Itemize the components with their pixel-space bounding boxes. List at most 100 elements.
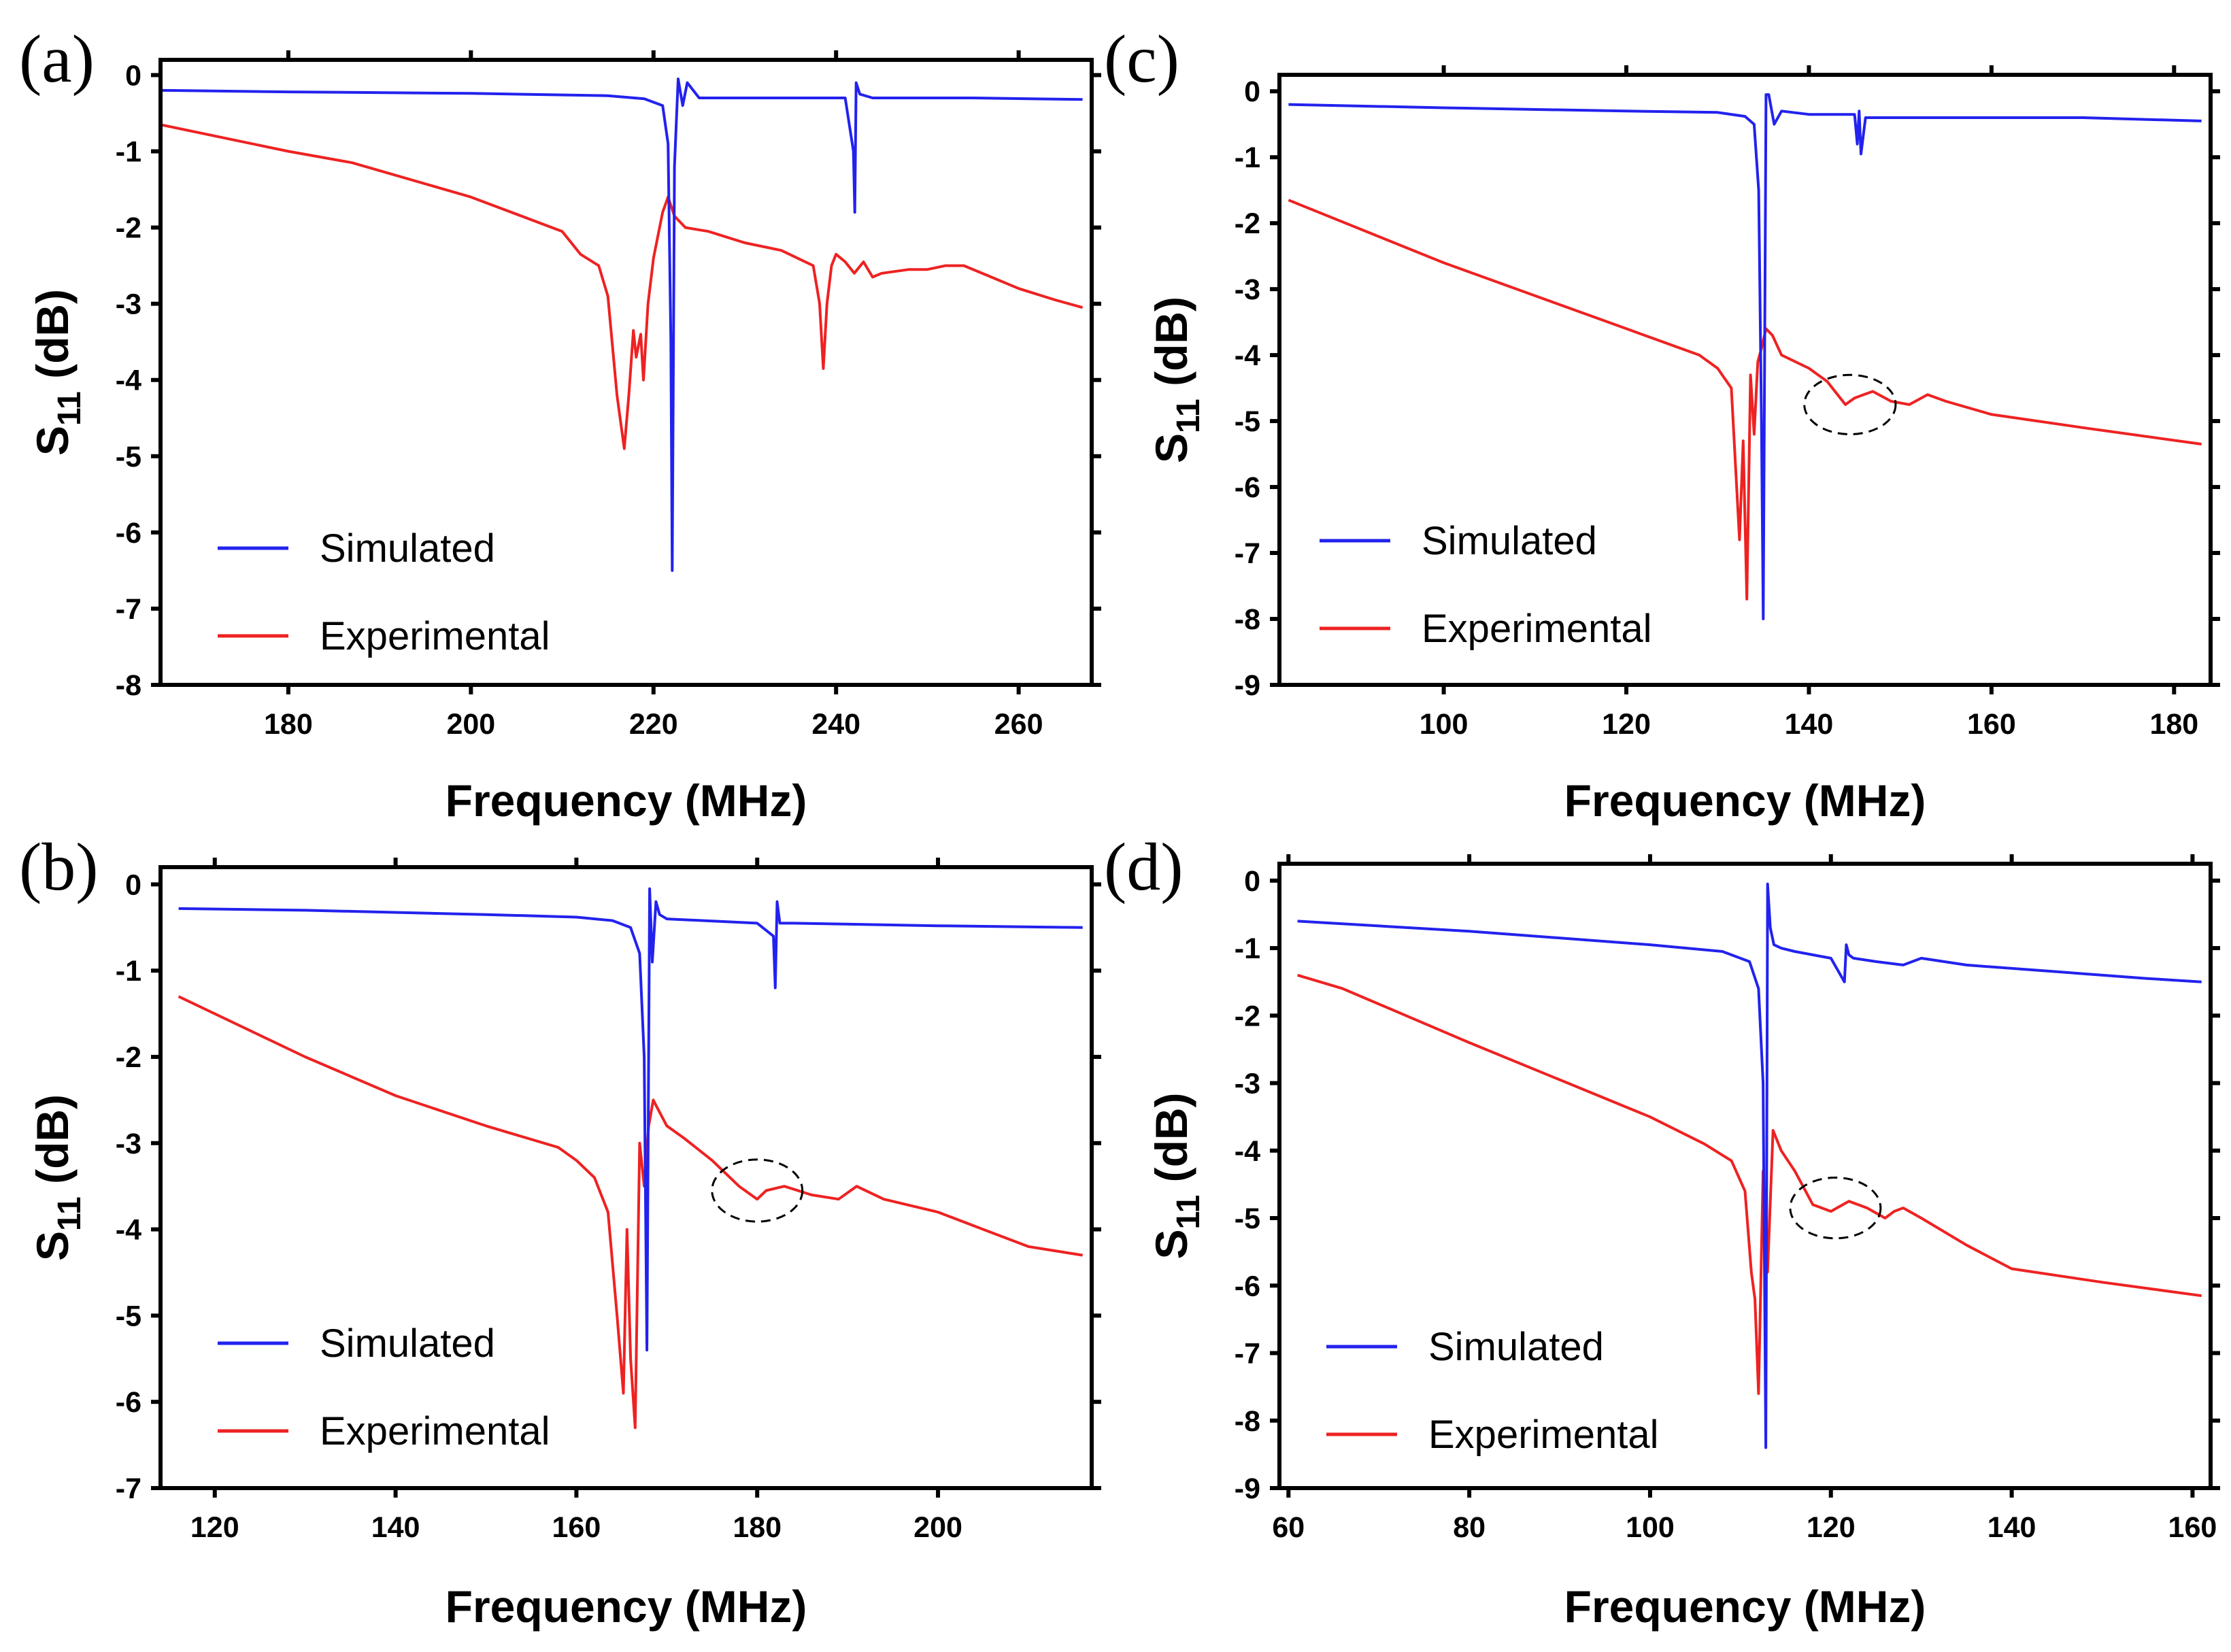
y-tick-label: -1 — [1235, 932, 1260, 965]
series-line-simulated — [1297, 882, 2202, 1449]
y-tick-label: -6 — [116, 1386, 141, 1419]
y-tick-label: -6 — [1235, 471, 1260, 504]
legend-label-experimental: Experimental — [320, 1409, 550, 1453]
x-tick-label: 180 — [733, 1511, 782, 1544]
legend-label-simulated: Simulated — [1422, 519, 1597, 563]
panel-label: (b) — [19, 829, 99, 905]
y-tick-label: -5 — [1235, 1202, 1260, 1235]
x-axis-title: Frequency (MHz) — [1564, 775, 1926, 826]
x-tick-label: 60 — [1272, 1511, 1305, 1544]
y-tick-label: 0 — [125, 869, 141, 901]
x-tick-label: 100 — [1626, 1511, 1675, 1544]
y-tick-label: -3 — [1235, 1068, 1260, 1100]
chart-panel: (c) 0 -1 -2 -3 -4 -5 -6 -7 -8 -9 100 120 140 160 180 Fre… — [1104, 21, 2220, 826]
series-line-experimental — [178, 995, 1084, 1430]
y-tick-label: -5 — [116, 1300, 141, 1332]
panel-label: (d) — [1104, 829, 1184, 905]
plot-frame — [1277, 862, 2213, 1490]
y-axis-title-subscript: 11 — [52, 391, 88, 426]
x-tick-label: 200 — [913, 1511, 962, 1544]
legend-label-simulated: Simulated — [320, 526, 495, 571]
series-line-experimental — [1288, 199, 2202, 601]
x-tick-label: 80 — [1453, 1511, 1486, 1544]
y-tick-label: -6 — [1235, 1270, 1260, 1302]
y-axis-title-unit: (dB) — [27, 1094, 78, 1196]
y-tick-label: -1 — [116, 135, 141, 168]
x-tick-label: 140 — [1785, 708, 1834, 741]
x-axis-title: Frequency (MHz) — [446, 1581, 807, 1632]
y-tick-label: -2 — [1235, 1000, 1260, 1032]
plot-frame — [158, 865, 1094, 1490]
legend-label-experimental: Experimental — [320, 614, 550, 658]
series-line-simulated — [1288, 93, 2202, 620]
plot-frame — [158, 58, 1094, 687]
legend-label-experimental: Experimental — [1428, 1413, 1658, 1457]
y-tick-label: -7 — [116, 1472, 141, 1505]
y-tick-label: 0 — [125, 59, 141, 92]
panel-label: (a) — [19, 21, 95, 97]
y-tick-label: -4 — [1235, 1135, 1260, 1168]
y-axis-title: S11 (dB) — [1146, 297, 1207, 463]
x-tick-label: 220 — [629, 708, 678, 741]
x-tick-label: 140 — [1987, 1511, 2036, 1544]
x-axis-title: Frequency (MHz) — [1564, 1581, 1926, 1632]
panel-label: (c) — [1104, 21, 1179, 97]
y-tick-label: -1 — [116, 955, 141, 988]
y-axis-title-unit: (dB) — [1146, 1092, 1196, 1194]
y-tick-label: -4 — [116, 365, 141, 397]
y-tick-label: -2 — [116, 1041, 141, 1074]
y-tick-label: -7 — [1235, 537, 1260, 570]
series-line-experimental — [1297, 973, 2202, 1396]
y-tick-label: -3 — [1235, 273, 1260, 306]
y-axis-title: S11 (dB) — [1146, 1092, 1207, 1259]
y-axis-title-main: S — [27, 1231, 78, 1261]
y-tick-label: -2 — [1235, 207, 1260, 240]
y-tick-label: -5 — [116, 441, 141, 473]
y-axis-title-subscript: 11 — [1171, 399, 1207, 433]
series-line-simulated — [163, 78, 1083, 572]
legend-label-experimental: Experimental — [1422, 607, 1651, 651]
x-tick-label: 160 — [552, 1511, 601, 1544]
chart-panel: (b) 0 -1 -2 -3 -4 -5 -6 -7 120 140 160 180 200 Frequen… — [19, 829, 1101, 1632]
plot-frame — [1277, 73, 2213, 687]
y-tick-label: -3 — [116, 1128, 141, 1160]
series-line-experimental — [163, 123, 1084, 450]
highlight-ellipse — [1789, 1176, 1882, 1240]
y-tick-label: 0 — [1244, 75, 1260, 108]
y-tick-label: -8 — [1235, 603, 1260, 636]
y-tick-label: -6 — [116, 517, 141, 550]
y-axis-title: S11 (dB) — [27, 289, 88, 456]
series-line-simulated — [178, 887, 1083, 1352]
x-tick-label: 140 — [371, 1511, 420, 1544]
y-tick-label: -4 — [116, 1214, 141, 1247]
y-tick-label: -1 — [1235, 141, 1260, 174]
x-tick-label: 200 — [446, 708, 495, 741]
y-tick-label: 0 — [1244, 865, 1260, 898]
x-axis-title: Frequency (MHz) — [446, 775, 807, 826]
chart-panel: (a) 0 -1 -2 -3 -4 -5 -6 -7 -8 180 200 220 240 260 Frequ… — [19, 21, 1101, 826]
x-tick-label: 160 — [2168, 1511, 2217, 1544]
y-tick-label: -8 — [1235, 1405, 1260, 1438]
legend-label-simulated: Simulated — [320, 1321, 495, 1366]
y-axis-title: S11 (dB) — [27, 1094, 88, 1261]
highlight-ellipse — [711, 1158, 804, 1223]
x-tick-label: 260 — [994, 708, 1043, 741]
y-tick-label: -2 — [116, 212, 141, 245]
highlight-ellipse — [1803, 373, 1897, 436]
x-tick-label: 120 — [190, 1511, 239, 1544]
y-tick-label: -4 — [1235, 339, 1260, 372]
y-tick-label: -7 — [116, 593, 141, 626]
y-tick-label: -3 — [116, 288, 141, 321]
x-tick-label: 180 — [2149, 708, 2198, 741]
y-tick-label: -8 — [116, 669, 141, 702]
y-axis-title-unit: (dB) — [27, 289, 78, 391]
x-tick-label: 160 — [1967, 708, 2016, 741]
x-tick-label: 180 — [264, 708, 313, 741]
chart-panel: (d) 0 -1 -2 -3 -4 -5 -6 -7 -8 -9 60 80 100 120 140 160 Fr… — [1104, 829, 2220, 1632]
y-tick-label: -5 — [1235, 405, 1260, 438]
y-axis-title-subscript: 11 — [1171, 1195, 1207, 1230]
y-axis-title-unit: (dB) — [1146, 297, 1196, 399]
x-tick-label: 240 — [811, 708, 860, 741]
y-tick-label: -7 — [1235, 1338, 1260, 1370]
